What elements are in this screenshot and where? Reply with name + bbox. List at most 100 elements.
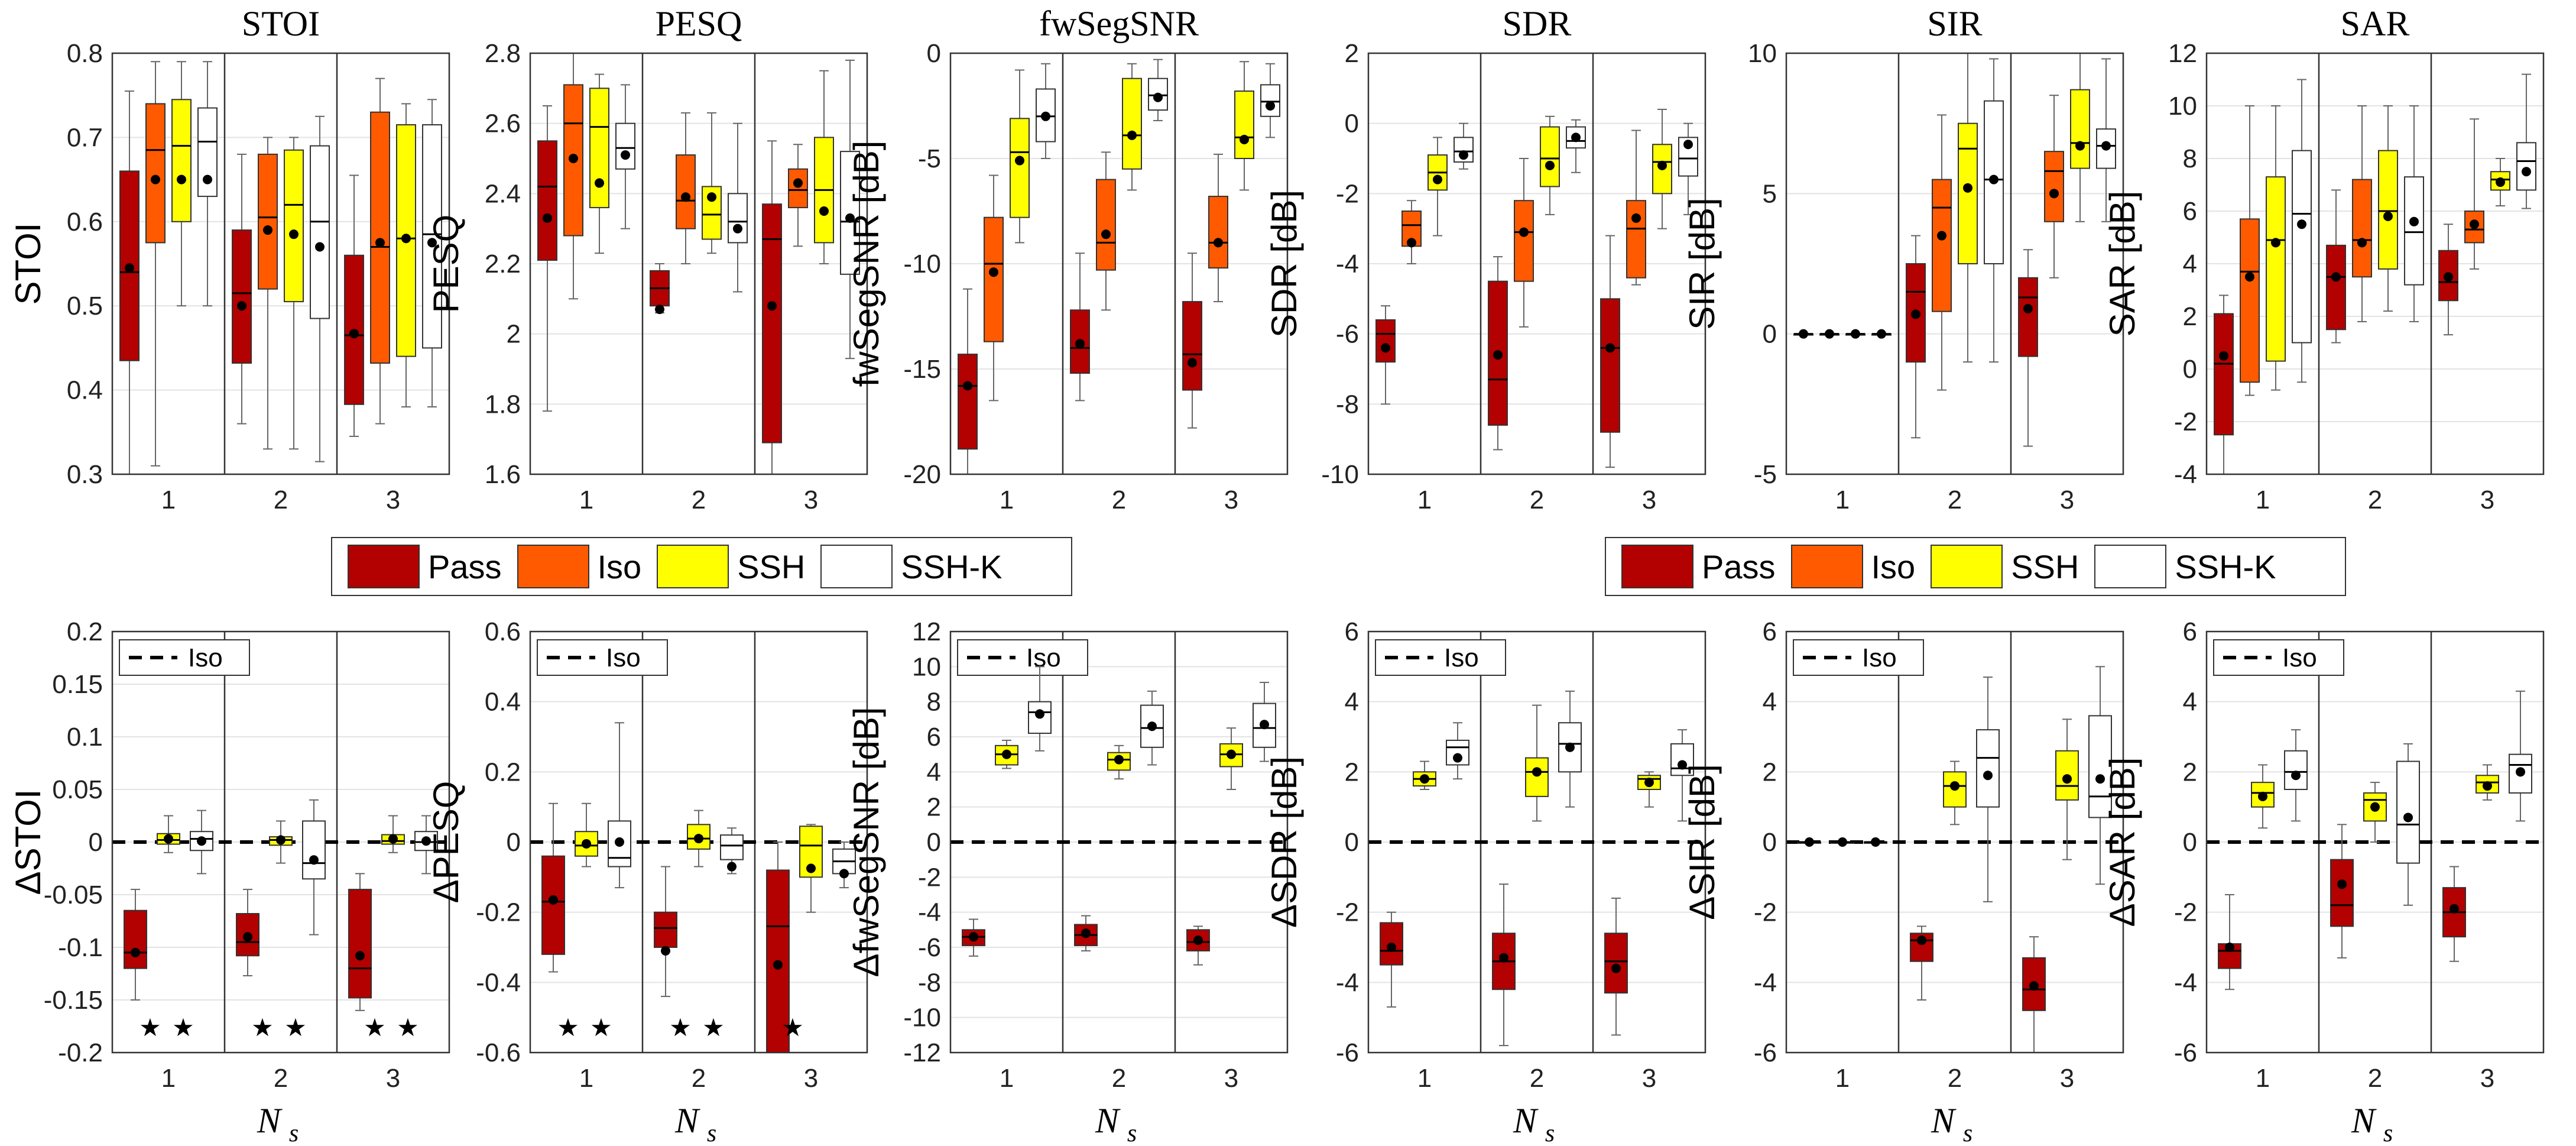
p2-sshk-g3-mean — [845, 213, 855, 223]
p4-ssh-g1-mean — [1433, 174, 1442, 184]
p12-pass-g3-mean — [2450, 904, 2459, 914]
p1-iso-g3-box — [370, 111, 390, 364]
p4-sshk-g2-mean — [1571, 132, 1581, 143]
p9-xtick-label-3: 3 — [1224, 1064, 1238, 1093]
legend-label-iso-2: Iso — [1871, 548, 1916, 585]
p10-ytick-label-0: -6 — [1336, 1038, 1359, 1067]
p7-pass-g1-mean — [131, 947, 140, 957]
p11-xtick-label-2: 2 — [1948, 1064, 1962, 1093]
p2-xtick-label-1: 1 — [579, 485, 593, 514]
p9-ytick-label-12: 12 — [912, 617, 941, 646]
p4-ssh-g2-box — [1540, 126, 1560, 187]
p5-ytick-label-1: 0 — [1763, 320, 1777, 349]
legend-label-iso: Iso — [597, 548, 642, 585]
p12-sshk-g2-mean — [2403, 812, 2413, 823]
p12-ssh-g1-box — [2251, 782, 2275, 808]
p12-xlabel-subscript: s — [2383, 1120, 2393, 1146]
p12-xtick-label-2: 2 — [2368, 1064, 2382, 1093]
p5-iso-g1-mean — [1825, 329, 1834, 339]
p9-ytick-label-11: 10 — [912, 652, 941, 681]
p1-ylabel: STOI — [8, 223, 48, 305]
p2-sshk-g2-box — [728, 193, 748, 244]
p8-ytick-label-6: 0.6 — [485, 617, 521, 646]
p3-ssh-g2-mean — [1127, 130, 1137, 140]
p1-ssh-g3-mean — [401, 234, 411, 244]
p12-axes-border — [2205, 630, 2545, 1054]
p11-sshk-g3-mean — [2095, 774, 2105, 784]
p11-xlabel-subscript: s — [1963, 1120, 1972, 1146]
p1-ytick-label-2: 0.5 — [67, 292, 103, 321]
p7-pass-g3-box — [348, 889, 372, 999]
p7-sshk-g1-mean — [197, 836, 206, 846]
p12-pass-g1-mean — [2225, 943, 2234, 952]
p10-pass-g2-mean — [1499, 953, 1508, 963]
p1-iso-g1-box — [145, 103, 166, 244]
p5-ytick-label-2: 5 — [1763, 179, 1777, 208]
p2-ytick-label-2: 2 — [507, 320, 521, 349]
p8-sshk-g1-mean — [615, 837, 624, 847]
p4-iso-g3-box — [1626, 200, 1646, 279]
p1-xtick-label-1: 1 — [161, 485, 176, 514]
p3-ylabel: fwSegSNR [dB] — [846, 141, 886, 387]
p11-ytick-label-2: -2 — [1754, 898, 1777, 927]
p3-ssh-g1-mean — [1015, 156, 1024, 166]
p10-ytick-label-2: -2 — [1336, 898, 1359, 927]
p8-axes-border — [529, 630, 868, 1054]
p1-iso-g2-box — [258, 153, 278, 290]
p2-ssh-g1-mean — [595, 178, 604, 188]
p1-sshk-g3-mean — [427, 238, 437, 248]
p11-ssh-g1-mean — [1838, 837, 1847, 847]
p6-xtick-label-1: 1 — [2256, 485, 2270, 514]
p1-pass-g2-mean — [237, 301, 246, 311]
p3-ytick-label-4: 0 — [927, 39, 941, 68]
p3-iso-g2-mean — [1101, 229, 1111, 239]
p6-title: SAR — [2341, 4, 2410, 43]
p9-pass-g2-mean — [1081, 928, 1091, 938]
p9-inset-legend-label: Iso — [1026, 643, 1061, 672]
p1-axes-border — [111, 52, 450, 475]
p10-sshk-g2-mean — [1565, 742, 1575, 752]
p10-sshk-g1-mean — [1453, 753, 1462, 763]
p6-sshk-g1-mean — [2297, 219, 2306, 229]
p2-ytick-label-0: 1.6 — [485, 460, 521, 489]
p4-xtick-label-2: 2 — [1530, 485, 1544, 514]
p7-ytick-label-1: -0.15 — [44, 986, 103, 1015]
p7-ytick-label-3: -0.05 — [44, 880, 103, 909]
p8-xtick-label-2: 2 — [692, 1064, 706, 1093]
p3-pass-g1-box — [958, 354, 978, 450]
p11-sshk-g3-box — [2088, 715, 2112, 818]
p10-sshk-g3-mean — [1678, 760, 1687, 770]
p1-iso-g3-mean — [375, 238, 385, 248]
p5-sshk-g2-mean — [1989, 174, 1998, 184]
p4-ssh-g2-mean — [1545, 160, 1555, 170]
p9-ytick-label-6: 0 — [927, 828, 941, 857]
p6-sshk-g2-box — [2404, 176, 2424, 286]
legend-swatch-sshk — [820, 545, 893, 588]
p5-sshk-g3-mean — [2101, 141, 2111, 151]
p1-pass-g3-mean — [349, 329, 359, 339]
p9-pass-g3-mean — [1193, 935, 1203, 946]
p4-pass-g2-mean — [1493, 350, 1503, 360]
p10-xlabel: N — [1513, 1101, 1539, 1140]
p10-pass-g3-mean — [1611, 963, 1621, 973]
legend-left: Pass Iso SSH SSH-K — [331, 537, 1072, 596]
p6-ytick-label-2: 0 — [2183, 355, 2197, 384]
legend-right: Pass Iso SSH SSH-K — [1605, 537, 2346, 596]
p4-ytick-label-2: -6 — [1336, 320, 1359, 349]
p4-ytick-label-0: -10 — [1321, 460, 1359, 489]
p8-significance-star-g3-0: ★ — [781, 1014, 804, 1041]
p6-pass-g2-mean — [2331, 272, 2341, 282]
p11-ssh-g3-mean — [2062, 774, 2072, 784]
p2-ytick-label-6: 2.8 — [485, 39, 521, 68]
p11-ytick-label-0: -6 — [1754, 1038, 1777, 1067]
p12-sshk-g3-mean — [2516, 767, 2525, 777]
legend-swatch-pass — [348, 545, 420, 588]
p7-ytick-label-4: 0 — [89, 828, 103, 857]
p10-inset-legend-label: Iso — [1444, 643, 1479, 672]
p8-ytick-label-5: 0.4 — [485, 688, 521, 717]
p2-xtick-label-3: 3 — [804, 485, 818, 514]
p4-ytick-label-1: -8 — [1336, 390, 1359, 419]
p1-xtick-label-2: 2 — [274, 485, 288, 514]
p10-ytick-label-4: 2 — [1345, 757, 1359, 786]
p6-ssh-g3-mean — [2496, 177, 2505, 187]
